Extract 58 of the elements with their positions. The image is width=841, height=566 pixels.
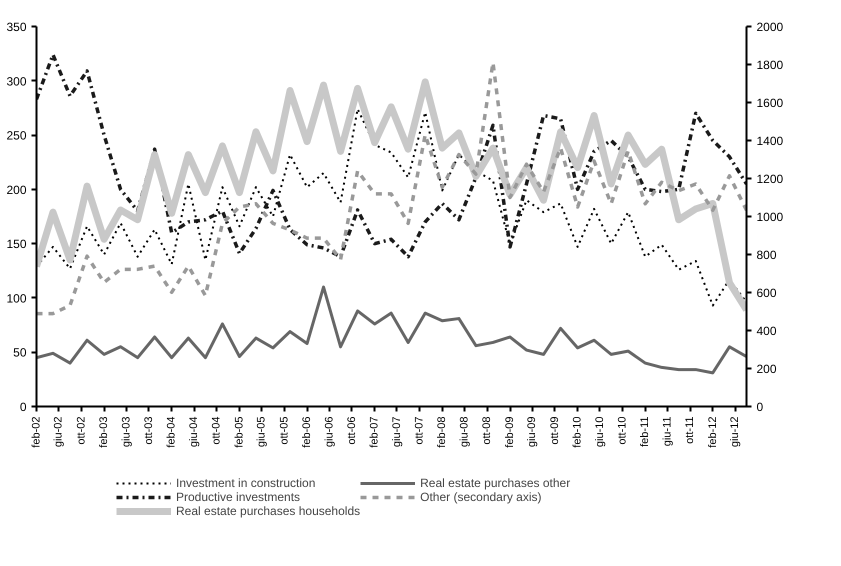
y2-tick-label: 800 bbox=[756, 248, 777, 262]
x-tick-label: giu-09 bbox=[526, 416, 538, 448]
x-tick-label: feb-05 bbox=[233, 416, 246, 448]
y2-tick-label: 1600 bbox=[756, 96, 784, 110]
x-tick-label: feb-09 bbox=[504, 416, 516, 448]
x-tick-label: giu-11 bbox=[661, 416, 674, 446]
line-series bbox=[36, 52, 746, 258]
x-tick-label: giu-02 bbox=[52, 416, 65, 448]
x-tick-label: feb-10 bbox=[572, 416, 584, 448]
x-tick-label: feb-11 bbox=[639, 416, 652, 447]
line-series bbox=[36, 286, 746, 374]
x-tick-label: feb-06 bbox=[301, 416, 314, 448]
y2-tick-label: 1000 bbox=[756, 210, 784, 224]
y-tick-label: 250 bbox=[6, 128, 27, 143]
x-tick-label: giu-04 bbox=[188, 416, 200, 448]
y-tick-label: 0 bbox=[20, 400, 27, 414]
legend-label: Productive investments bbox=[176, 490, 300, 504]
x-tick-label: ott-02 bbox=[75, 416, 88, 445]
x-tick-label: giu-08 bbox=[458, 416, 471, 448]
x-tick-label: ott-09 bbox=[548, 416, 561, 445]
x-tick-label: giu-06 bbox=[323, 416, 336, 448]
y-tick-label: 50 bbox=[13, 346, 27, 360]
x-tick-label: ott-11 bbox=[684, 416, 696, 444]
y2-tick-label: 400 bbox=[756, 324, 777, 338]
y2-tick-label: 200 bbox=[756, 362, 777, 376]
y2-tick-label: 1400 bbox=[756, 134, 784, 148]
x-tick-label: feb-04 bbox=[166, 416, 178, 448]
x-tick-label: feb-02 bbox=[30, 416, 42, 448]
y-tick-label: 200 bbox=[6, 182, 27, 197]
x-tick-label: feb-03 bbox=[98, 416, 110, 448]
x-tick-label: ott-05 bbox=[278, 416, 290, 445]
x-tick-label: giu-05 bbox=[256, 416, 268, 448]
x-tick-label: feb-07 bbox=[368, 416, 381, 448]
y2-tick-label: 0 bbox=[756, 400, 764, 414]
legend-label: Real estate purchases households bbox=[176, 504, 360, 518]
y-tick-label: 100 bbox=[6, 291, 27, 306]
x-tick-label: ott-07 bbox=[413, 416, 426, 445]
x-tick-label: giu-03 bbox=[120, 416, 132, 448]
x-tick-label: giu-10 bbox=[594, 416, 606, 448]
y2-tick-label: 2000 bbox=[756, 20, 784, 34]
x-tick-label: feb-12 bbox=[706, 416, 719, 448]
y2-tick-label: 1800 bbox=[756, 58, 784, 72]
x-tick-label: ott-04 bbox=[210, 416, 223, 445]
y-tick-label: 350 bbox=[6, 20, 27, 34]
legend-label: Real estate purchases other bbox=[420, 476, 570, 490]
y2-tick-label: 600 bbox=[756, 286, 777, 300]
x-tick-label: ott-06 bbox=[346, 416, 358, 445]
y-tick-label: 300 bbox=[6, 74, 27, 88]
x-tick-label: giu-12 bbox=[729, 416, 742, 448]
x-tick-label: feb-08 bbox=[436, 416, 448, 448]
x-tick-label: giu-07 bbox=[390, 416, 403, 448]
x-tick-label: ott-10 bbox=[616, 416, 628, 445]
x-tick-label: ott-03 bbox=[142, 416, 155, 445]
legend-label: Other (secondary axis) bbox=[420, 490, 542, 504]
y-tick-label: 150 bbox=[6, 237, 27, 252]
y2-tick-label: 1200 bbox=[756, 172, 784, 186]
x-tick-label: ott-08 bbox=[481, 416, 494, 445]
legend-label: Investment in construction bbox=[176, 476, 316, 490]
